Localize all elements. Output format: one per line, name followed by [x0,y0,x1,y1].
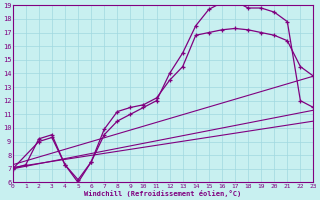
X-axis label: Windchill (Refroidissement éolien,°C): Windchill (Refroidissement éolien,°C) [84,190,242,197]
